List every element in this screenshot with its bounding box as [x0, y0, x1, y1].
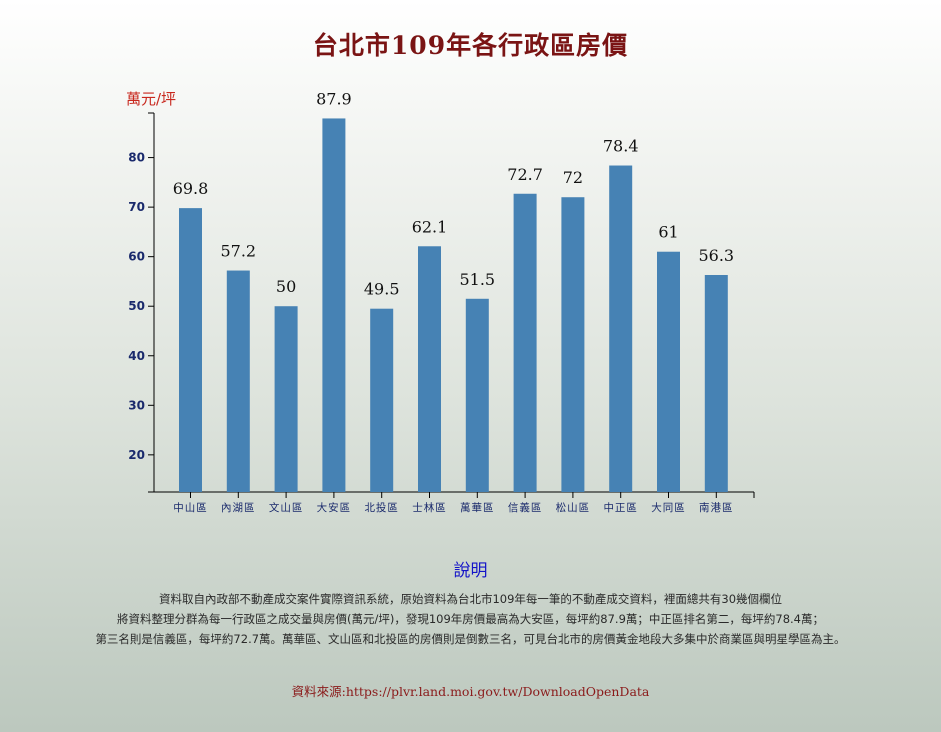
x-tick-label: 南港區 [699, 501, 734, 514]
x-axis: 中山區 內湖區 文山區 大安區 北投區 士林區 萬華區 信義區 松山區 中正區 大同區 南港區 [148, 491, 755, 514]
bar [561, 197, 585, 492]
x-tick-label: 松山區 [556, 501, 591, 514]
bar-value-label: 49.5 [364, 280, 400, 299]
bar [274, 306, 298, 492]
bar-value-label: 78.4 [603, 137, 639, 156]
y-tick-label: 70 [128, 200, 145, 214]
y-tick-label: 20 [128, 448, 145, 462]
bar-value-label: 72 [563, 168, 583, 187]
y-axis-unit-label: 萬元/坪 [126, 90, 177, 108]
x-tick-label: 大安區 [317, 501, 352, 514]
chart-title: 台北市109年各行政區房價 [312, 31, 629, 60]
bar [418, 246, 441, 492]
x-tick-label: 大同區 [651, 501, 686, 514]
bar-value-label: 61 [658, 223, 678, 242]
x-tick-label: 文山區 [269, 501, 304, 514]
bar [657, 251, 680, 492]
x-tick-label: 信義區 [508, 501, 543, 514]
value-labels-group: 69.8 57.2 50 87.9 49.5 62.1 51.5 72.7 72 78.4 61 56… [173, 89, 734, 298]
bar [370, 308, 394, 492]
y-tick-label: 50 [128, 299, 145, 313]
y-tick-label: 40 [128, 349, 145, 363]
x-tick-label: 內湖區 [221, 502, 256, 514]
bar-value-label: 69.8 [173, 179, 209, 198]
bar [226, 270, 250, 492]
x-tick-label: 中正區 [603, 501, 638, 514]
bar [609, 165, 633, 493]
bar [322, 118, 346, 492]
x-tick-label: 中山區 [173, 501, 208, 514]
bar-value-label: 57.2 [220, 242, 256, 261]
y-axis: 20 30 40 50 60 70 80 [128, 112, 155, 492]
y-tick-label: 60 [128, 250, 145, 264]
data-source: 資料來源:https://plvr.land.moi.gov.tw/Downlo… [291, 684, 650, 699]
note-line-3: 第三名則是信義區，每坪約72.7萬。萬華區、文山區和北投區的房價則是倒數三名，可… [95, 632, 846, 646]
bars-group [179, 118, 728, 493]
bar-value-label: 50 [276, 277, 296, 296]
bar-value-label: 51.5 [459, 270, 495, 289]
x-tick-label: 北投區 [364, 501, 399, 514]
bar [179, 208, 202, 492]
note-line-1: 資料取自內政部不動產成交案件實際資訊系統，原始資料為台北市109年每一筆的不動產… [158, 592, 783, 606]
bar [465, 298, 489, 492]
y-tick-label: 30 [128, 398, 145, 412]
note-line-2: 將資料整理分群為每一行政區之成交量與房價(萬元/坪)，發現109年房價最高為大安… [116, 612, 824, 626]
note-heading: 說明 [453, 561, 488, 581]
y-tick-label: 80 [128, 151, 145, 165]
bar-value-label: 62.1 [412, 217, 448, 236]
bar-chart: 20 30 40 50 60 70 80 中山區 內湖區 文山區 大安區 北投區 士林區 萬華區 信義區松… [128, 89, 755, 514]
bar-value-label: 56.3 [698, 246, 734, 265]
bar-value-label: 87.9 [316, 89, 352, 108]
bar [513, 193, 537, 492]
x-tick-label: 萬華區 [460, 501, 495, 514]
bar [704, 275, 728, 492]
x-tick-label: 士林區 [412, 501, 447, 514]
bar-value-label: 72.7 [507, 165, 543, 184]
